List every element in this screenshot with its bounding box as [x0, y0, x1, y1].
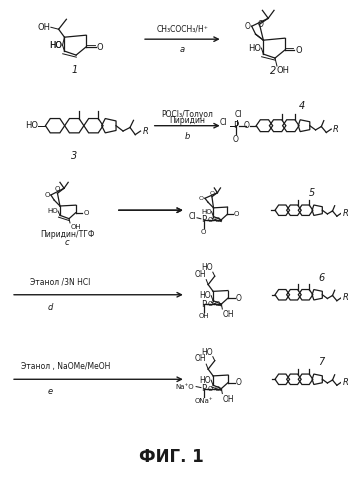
Text: Этанол /3N HCl: Этанол /3N HCl: [30, 278, 91, 287]
Text: Этанол , NaOMe/MeOH: Этанол , NaOMe/MeOH: [21, 362, 110, 372]
Text: O: O: [55, 186, 60, 192]
Text: O: O: [236, 294, 241, 302]
Text: R: R: [333, 124, 339, 134]
Text: Na⁺O: Na⁺O: [176, 384, 194, 390]
Text: HO: HO: [199, 291, 211, 300]
Text: OH: OH: [198, 313, 209, 319]
Text: OH: OH: [222, 394, 234, 404]
Text: HO: HO: [199, 376, 211, 384]
Text: O: O: [209, 190, 215, 196]
Text: c: c: [65, 238, 70, 247]
Text: O: O: [236, 378, 241, 387]
Text: HO: HO: [47, 208, 58, 214]
Text: O: O: [215, 386, 220, 392]
Text: P: P: [201, 384, 206, 393]
Text: d: d: [47, 302, 52, 312]
Text: O: O: [97, 42, 103, 51]
Text: O: O: [245, 22, 251, 30]
Text: O: O: [201, 228, 206, 234]
Text: HO: HO: [49, 40, 63, 50]
Text: HO: HO: [201, 263, 213, 272]
Text: OH: OH: [222, 310, 234, 319]
Text: e: e: [47, 387, 52, 396]
Text: 2: 2: [270, 66, 276, 76]
Text: HO: HO: [25, 121, 38, 130]
Text: HO: HO: [201, 348, 213, 356]
Text: O: O: [244, 121, 250, 130]
Text: P: P: [201, 300, 206, 308]
Text: O: O: [233, 134, 239, 143]
Text: P: P: [201, 216, 206, 224]
Text: Cl: Cl: [189, 212, 196, 222]
Text: Пиридин/ТГФ: Пиридин/ТГФ: [40, 230, 94, 239]
Text: b: b: [184, 132, 190, 140]
Text: 6: 6: [318, 273, 325, 283]
Text: HO: HO: [201, 208, 211, 214]
Text: O: O: [207, 386, 212, 392]
Text: O: O: [215, 217, 220, 223]
Text: Cl: Cl: [219, 118, 227, 127]
Text: Cl: Cl: [235, 110, 243, 118]
Text: ФИГ. 1: ФИГ. 1: [139, 448, 204, 466]
Text: 7: 7: [318, 358, 325, 368]
Text: 5: 5: [309, 188, 315, 198]
Text: O: O: [83, 210, 89, 216]
Text: a: a: [180, 45, 185, 54]
Text: ONa⁺: ONa⁺: [195, 398, 213, 404]
Text: O: O: [234, 211, 239, 217]
Text: HO: HO: [248, 44, 261, 52]
Text: OH: OH: [195, 354, 206, 363]
Text: OH: OH: [277, 66, 290, 75]
Text: O: O: [207, 217, 212, 223]
Text: OH: OH: [71, 224, 82, 230]
Text: O: O: [215, 301, 220, 307]
Text: P: P: [233, 121, 238, 130]
Text: HO: HO: [49, 40, 63, 50]
Text: R: R: [343, 208, 349, 218]
Text: 1: 1: [71, 65, 77, 75]
Text: R: R: [142, 126, 148, 136]
Text: O: O: [295, 46, 302, 54]
Text: R: R: [343, 293, 349, 302]
Text: O: O: [207, 301, 212, 307]
Text: O: O: [258, 20, 264, 29]
Text: POCl₃/Толуол: POCl₃/Толуол: [161, 110, 213, 118]
Text: 4: 4: [299, 101, 305, 111]
Text: O: O: [44, 192, 50, 198]
Text: 3: 3: [71, 150, 77, 160]
Text: Пиридин: Пиридин: [169, 116, 205, 124]
Text: OH: OH: [195, 270, 206, 278]
Text: O: O: [199, 196, 204, 201]
Text: OH: OH: [38, 22, 51, 32]
Text: R: R: [343, 378, 349, 387]
Text: CH₃COCH₃/H⁺: CH₃COCH₃/H⁺: [156, 24, 208, 33]
